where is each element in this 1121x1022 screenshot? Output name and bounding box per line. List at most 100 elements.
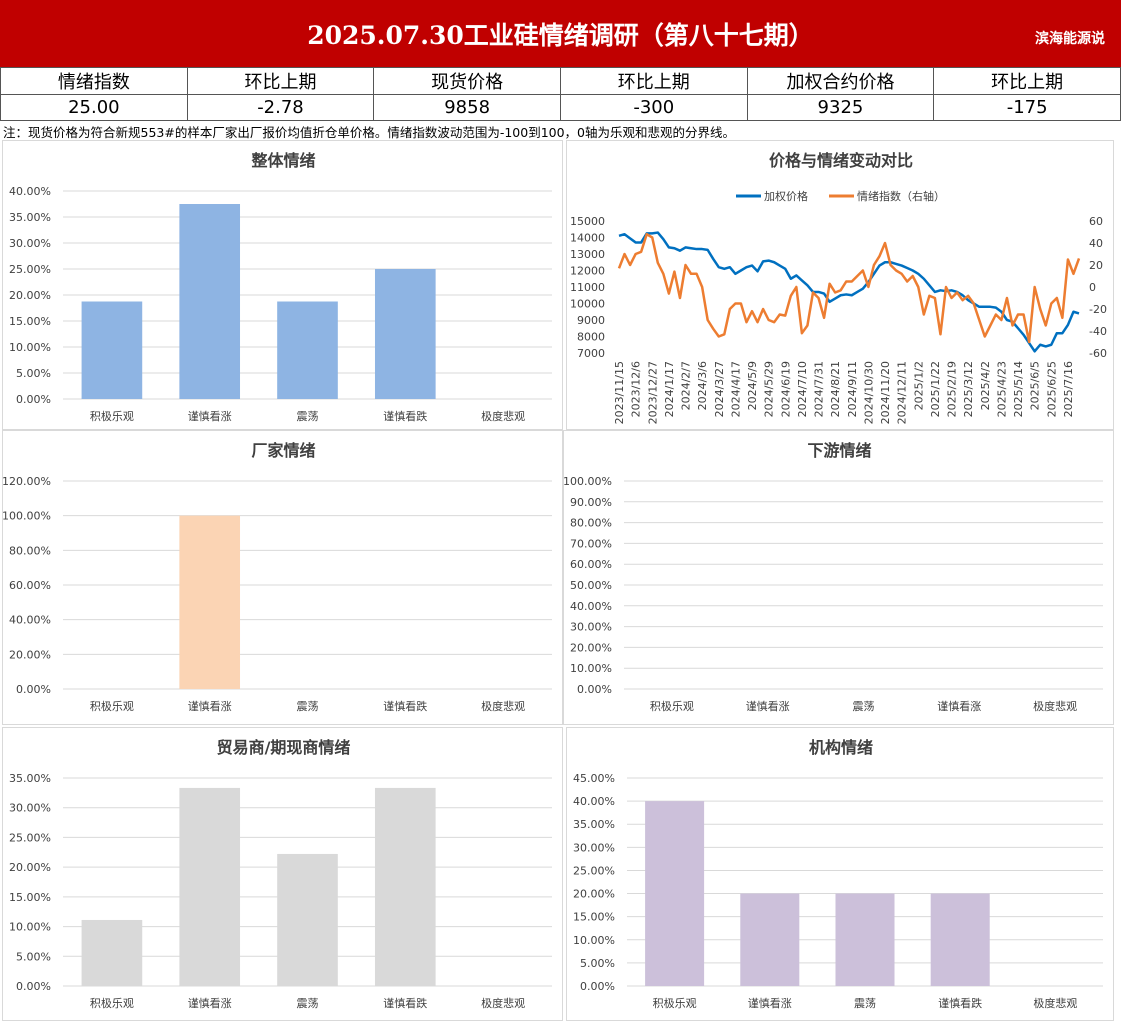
y-tick-label: 30.00% bbox=[570, 621, 612, 634]
x-tick-label: 2025/4/2 bbox=[979, 361, 992, 410]
chart-panel: 价格与情绪变动对比 7000 8000 9000 10000 11000 12000 1300… bbox=[566, 140, 1114, 430]
y-tick-label: 0.00% bbox=[16, 683, 51, 696]
y-tick-label: 25.00% bbox=[9, 831, 51, 844]
y2-tick-label: -20 bbox=[1089, 303, 1107, 316]
x-tick-label: 2024/11/20 bbox=[879, 361, 892, 424]
value-cell: -2.78 bbox=[186, 94, 375, 121]
y-tick-label: 45.00% bbox=[573, 772, 615, 785]
x-tick-label: 2024/6/19 bbox=[779, 361, 792, 417]
y-tick-label: 10.00% bbox=[9, 341, 51, 354]
y-tick-label: 0.00% bbox=[16, 393, 51, 406]
value-row: 25.00 -2.78 9858 -300 9325 -175 bbox=[0, 94, 1121, 121]
y-tick-label: 30.00% bbox=[573, 841, 615, 854]
y-tick-label: 8000 bbox=[577, 331, 605, 344]
x-tick-label: 谨慎看涨 bbox=[188, 699, 232, 713]
x-tick-label: 2023/11/15 bbox=[613, 361, 626, 424]
series-line bbox=[617, 232, 1081, 344]
header-row: 情绪指数 环比上期 现货价格 环比上期 加权合约价格 环比上期 bbox=[0, 67, 1121, 95]
bar bbox=[179, 787, 241, 986]
chart-title: 下游情绪 bbox=[807, 441, 871, 460]
x-tick-label: 2025/2/19 bbox=[946, 361, 959, 417]
x-tick-label: 2024/7/10 bbox=[796, 361, 809, 417]
x-tick-label: 震荡 bbox=[297, 997, 319, 1010]
y2-tick-label: 40 bbox=[1089, 237, 1103, 250]
y-tick-label: 12000 bbox=[570, 265, 605, 278]
chart-panel: 贸易商/期现商情绪 0.00% 5.00% 10.00% 15.00% 20.00% 25.… bbox=[2, 727, 563, 1021]
header-cell: 情绪指数 bbox=[0, 67, 188, 95]
x-tick-label: 谨慎看跌 bbox=[383, 699, 427, 713]
y-tick-label: 90.00% bbox=[570, 496, 612, 509]
summary-table: 情绪指数 环比上期 现货价格 环比上期 加权合约价格 环比上期 25.00 -2.78 985… bbox=[0, 67, 1121, 121]
x-tick-label: 2024/4/17 bbox=[729, 361, 742, 417]
chart-title: 机构情绪 bbox=[809, 738, 873, 757]
note: 注：现货价格为符合新规553#的样本厂家出厂报价均值折仓单价格。情绪指数波动范围… bbox=[3, 125, 736, 140]
x-tick-label: 2025/3/12 bbox=[962, 361, 975, 417]
x-tick-label: 2024/7/31 bbox=[813, 361, 826, 417]
bar bbox=[374, 787, 436, 986]
y-tick-label: 100.00% bbox=[564, 475, 612, 488]
y-tick-label: 7000 bbox=[577, 347, 605, 360]
y-tick-label: 10.00% bbox=[570, 662, 612, 675]
x-tick-label: 震荡 bbox=[297, 700, 319, 713]
chart-panel: 整体情绪 0.00% 5.00% 10.00% 15.00% 20.00% 25.00% 30… bbox=[2, 140, 563, 430]
y-tick-label: 35.00% bbox=[9, 211, 51, 224]
y2-tick-label: -40 bbox=[1089, 325, 1107, 338]
header: 2025.07.30工业硅情绪调研（第八十七期） 滨海能源说 bbox=[0, 0, 1121, 67]
x-tick-label: 积极乐观 bbox=[650, 699, 694, 713]
x-tick-label: 2024/2/7 bbox=[680, 361, 693, 410]
y-tick-label: 13000 bbox=[570, 248, 605, 261]
y-tick-label: 0.00% bbox=[577, 683, 612, 696]
y-tick-label: 60.00% bbox=[570, 558, 612, 571]
x-tick-label: 2025/1/22 bbox=[929, 361, 942, 417]
y-tick-label: 40.00% bbox=[9, 614, 51, 627]
bar bbox=[277, 301, 338, 399]
y-tick-label: 11000 bbox=[570, 281, 605, 294]
y-tick-label: 20.00% bbox=[570, 641, 612, 654]
y-tick-label: 5.00% bbox=[16, 950, 51, 963]
chart: 厂家情绪 0.00% 20.00% 40.00% 60.00% 80.00% 100.00%… bbox=[2, 441, 552, 713]
x-tick-label: 谨慎看涨 bbox=[748, 996, 792, 1010]
x-tick-label: 2025/7/16 bbox=[1062, 361, 1075, 417]
y-tick-label: 120.00% bbox=[3, 475, 51, 488]
x-tick-label: 极度悲观 bbox=[481, 409, 525, 423]
chart-title: 整体情绪 bbox=[250, 151, 315, 170]
chart-title: 价格与情绪变动对比 bbox=[769, 151, 913, 170]
header-cell: 环比上期 bbox=[186, 67, 375, 95]
y-tick-label: 70.00% bbox=[570, 537, 612, 550]
x-tick-label: 2024/10/30 bbox=[862, 361, 875, 424]
x-tick-label: 2024/5/29 bbox=[763, 361, 776, 417]
x-tick-label: 2024/9/11 bbox=[846, 361, 859, 417]
x-tick-label: 谨慎看跌 bbox=[383, 409, 427, 423]
x-tick-label: 谨慎看涨 bbox=[188, 409, 232, 423]
y2-tick-label: 0 bbox=[1089, 281, 1096, 294]
x-tick-label: 积极乐观 bbox=[90, 996, 134, 1010]
x-tick-label: 2025/6/25 bbox=[1045, 361, 1058, 417]
brand: 滨海能源说 bbox=[1035, 31, 1105, 47]
bar bbox=[645, 801, 705, 986]
bar bbox=[930, 893, 990, 986]
x-tick-label: 2024/3/27 bbox=[713, 361, 726, 417]
y-tick-label: 25.00% bbox=[9, 263, 51, 276]
bar bbox=[374, 269, 436, 399]
y-tick-label: 20.00% bbox=[9, 289, 51, 302]
x-tick-label: 积极乐观 bbox=[90, 699, 134, 713]
x-tick-label: 2024/12/11 bbox=[896, 361, 909, 424]
chart-panel: 机构情绪 0.00% 5.00% 10.00% 15.00% 20.00% 25.00% 30… bbox=[566, 727, 1114, 1021]
x-tick-label: 2025/6/5 bbox=[1029, 361, 1042, 410]
y-tick-label: 40.00% bbox=[570, 600, 612, 613]
x-tick-label: 2025/1/2 bbox=[912, 361, 925, 410]
bar bbox=[277, 853, 338, 986]
y-tick-label: 0.00% bbox=[16, 980, 51, 993]
chart: 价格与情绪变动对比 7000 8000 9000 10000 11000 12000 1300… bbox=[570, 151, 1107, 424]
header-cell: 加权合约价格 bbox=[746, 67, 935, 95]
chart: 整体情绪 0.00% 5.00% 10.00% 15.00% 20.00% 25.00% 30… bbox=[9, 151, 552, 423]
x-tick-label: 2024/1/17 bbox=[663, 361, 676, 417]
y-tick-label: 80.00% bbox=[9, 544, 51, 557]
y-tick-label: 40.00% bbox=[573, 795, 615, 808]
y-tick-label: 25.00% bbox=[573, 864, 615, 877]
header-cell: 现货价格 bbox=[373, 67, 561, 95]
x-tick-label: 谨慎看跌 bbox=[938, 996, 982, 1010]
y2-tick-label: -60 bbox=[1089, 347, 1107, 360]
y-tick-label: 0.00% bbox=[580, 980, 615, 993]
x-tick-label: 谨慎看涨 bbox=[937, 699, 981, 713]
